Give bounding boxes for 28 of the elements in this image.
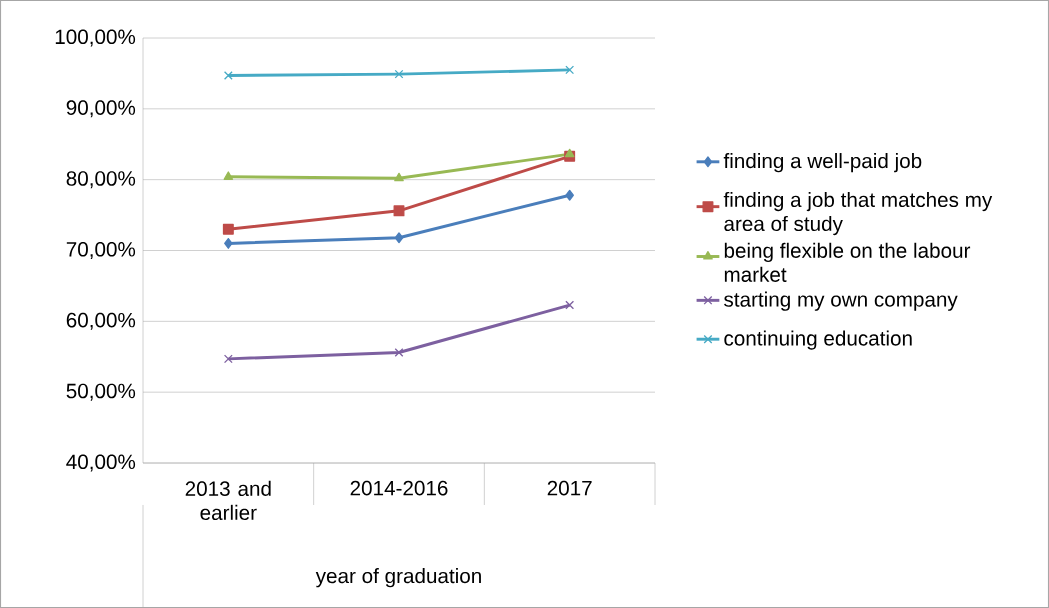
point	[565, 300, 575, 310]
point	[394, 69, 404, 79]
point	[565, 189, 574, 201]
legend-label: continuing education	[724, 330, 912, 350]
point	[224, 237, 233, 249]
point	[394, 232, 404, 244]
point	[394, 347, 404, 357]
y-tick-label: 50,00%	[66, 383, 136, 401]
point	[223, 354, 233, 364]
point	[394, 172, 404, 182]
point	[564, 148, 575, 158]
y-tick-label: 100,00%	[55, 29, 136, 47]
x-tick-label: 2017	[547, 480, 592, 496]
x-axis-title: year of graduation	[315, 567, 481, 588]
point	[223, 70, 233, 80]
y-tick-label: 90,00%	[66, 100, 136, 118]
y-tick-label: 80,00%	[66, 171, 136, 189]
legend-label: starting my own company	[724, 291, 958, 311]
y-tick-label: 60,00%	[66, 312, 136, 330]
point	[223, 171, 234, 180]
x-tick-label: 2014-2016	[350, 480, 448, 496]
x-tick-label: 2013 and earlier	[185, 480, 271, 520]
y-tick-label: 40,00%	[66, 454, 136, 472]
point	[393, 205, 405, 217]
point	[222, 223, 234, 235]
legend-label: finding a well-paid job	[723, 152, 922, 173]
point	[565, 65, 575, 75]
y-tick-label: 70,00%	[66, 241, 136, 259]
